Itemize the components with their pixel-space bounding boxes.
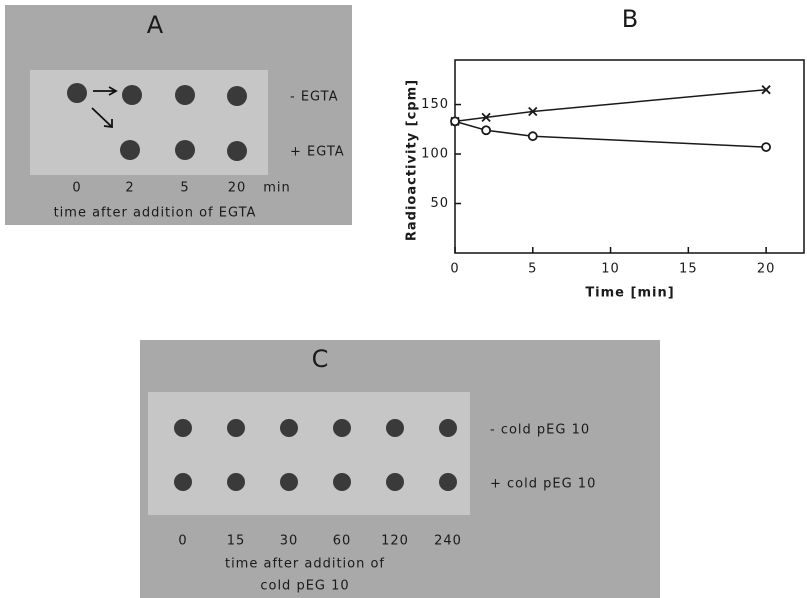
dot [174,473,192,491]
lane-label: 240 [434,534,462,549]
x-tick-label: 5 [528,262,537,277]
caption: time after addition of EGTA [54,206,257,221]
row-label: + cold pEG 10 [490,477,596,492]
x-tick-label: 10 [601,262,620,277]
x-tick-label: 20 [757,262,776,277]
x-tick-label: 15 [679,262,698,277]
caption: time after addition of [225,557,385,572]
row-label: - EGTA [290,90,338,105]
row-label: + EGTA [290,145,345,160]
marker-o [482,126,490,134]
dot [439,473,457,491]
dot [439,419,457,437]
panel-c: C 0 15 30 60 120 240 - cold pEG 10 + cold pEG… [140,340,660,598]
unit-label: min [263,181,291,196]
dot [227,141,247,161]
lane-label: 0 [72,181,81,196]
panel-title: A [147,11,164,39]
y-tick-label: 100 [421,147,449,162]
panel-a: A - EGTA + EGTA 0 2 5 20 min time after … [5,5,352,225]
panel-b: B Time [min] Radioactivity [cpm] 0 5 10 15 2… [405,5,805,301]
dot [175,140,195,160]
dot [175,85,195,105]
chart-title: B [622,5,638,33]
x-axis-label: Time [min] [585,286,674,301]
dot [67,83,87,103]
dot [386,473,404,491]
y-tick-label: 150 [421,97,449,112]
series-line [455,121,766,147]
dot [280,419,298,437]
figure: A - EGTA + EGTA 0 2 5 20 min time after … [0,0,807,598]
lane-label: 2 [125,181,134,196]
dot [227,86,247,106]
lane-label: 120 [381,534,409,549]
marker-o [451,117,459,125]
dot [280,473,298,491]
plot-frame [455,60,804,253]
y-tick-label: 50 [430,196,449,211]
dot [227,419,245,437]
panel-title: C [312,345,329,373]
dot [122,85,142,105]
x-tick-label: 0 [450,262,459,277]
lane-label: 15 [227,534,246,549]
y-axis-label: Radioactivity [cpm] [405,79,420,241]
dot [333,473,351,491]
caption: cold pEG 10 [260,579,349,594]
series-line [455,90,766,122]
dot [227,473,245,491]
lane-label: 0 [178,534,187,549]
lane-label: 20 [228,181,247,196]
lane-label: 60 [333,534,352,549]
lane-label: 5 [180,181,189,196]
lane-label: 30 [280,534,299,549]
row-label: - cold pEG 10 [490,423,590,438]
marker-o [762,143,770,151]
marker-o [529,132,537,140]
dot [120,140,140,160]
dot [333,419,351,437]
membrane [148,392,470,515]
dot [386,419,404,437]
dot [174,419,192,437]
